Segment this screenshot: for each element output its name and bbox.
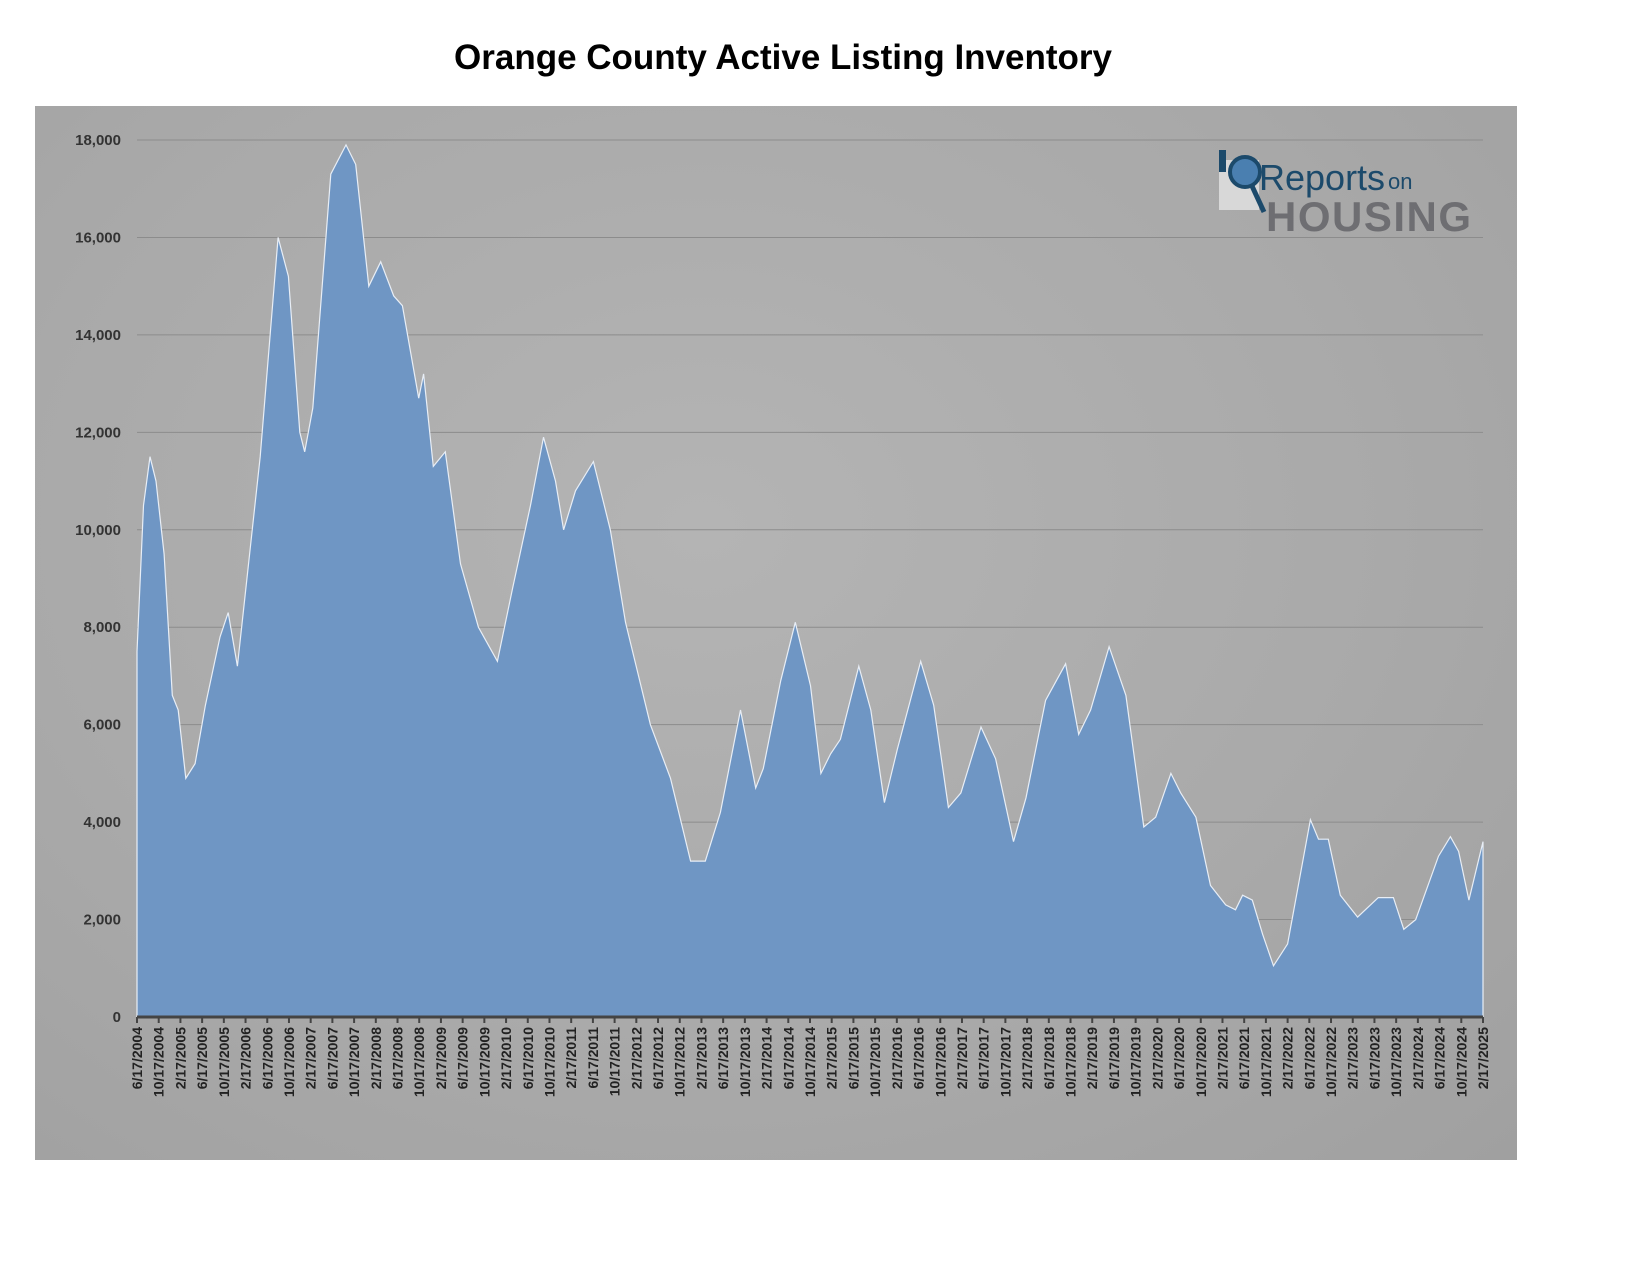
y-tick-label: 14,000 <box>75 327 121 344</box>
x-tick-label: 2/17/2018 <box>1019 1027 1035 1089</box>
x-tick-label: 10/17/2024 <box>1453 1027 1469 1097</box>
x-tick-label: 2/17/2014 <box>759 1027 775 1089</box>
x-tick-label: 10/17/2022 <box>1323 1027 1339 1097</box>
x-tick-label: 6/17/2014 <box>780 1027 796 1089</box>
x-tick-label: 2/17/2024 <box>1410 1027 1426 1089</box>
x-tick-label: 2/17/2005 <box>172 1027 188 1089</box>
x-tick-label: 6/17/2005 <box>194 1027 210 1089</box>
x-tick-label: 10/17/2016 <box>932 1027 948 1097</box>
x-tick-label: 10/17/2023 <box>1388 1027 1404 1097</box>
x-tick-label: 10/17/2009 <box>476 1027 492 1097</box>
x-tick-label: 10/17/2014 <box>802 1027 818 1097</box>
y-tick-label: 10,000 <box>75 522 121 539</box>
x-tick-label: 2/17/2009 <box>433 1027 449 1089</box>
x-tick-label: 6/17/2009 <box>455 1027 471 1089</box>
x-tick-label: 10/17/2007 <box>346 1027 362 1097</box>
x-tick-label: 10/17/2010 <box>541 1027 557 1097</box>
x-tick-label: 10/17/2017 <box>997 1027 1013 1097</box>
x-tick-label: 2/17/2006 <box>238 1027 254 1089</box>
x-tick-label: 10/17/2013 <box>737 1027 753 1097</box>
y-tick-label: 12,000 <box>75 424 121 441</box>
x-axis: 6/17/2004 10/17/2004 2/17/2005 6/17/2005 10/… <box>129 1015 1491 1097</box>
x-tick-label: 10/17/2006 <box>281 1027 297 1097</box>
x-tick-label: 2/17/2021 <box>1214 1027 1230 1089</box>
x-tick-label: 2/17/2022 <box>1280 1027 1296 1089</box>
x-tick-label: 6/17/2007 <box>324 1027 340 1089</box>
x-tick-label: 2/17/2023 <box>1345 1027 1361 1089</box>
logo-bar-icon <box>1219 150 1226 172</box>
x-tick-label: 2/17/2013 <box>693 1027 709 1089</box>
y-tick-label: 16,000 <box>75 229 121 246</box>
x-tick-label: 10/17/2005 <box>216 1027 232 1097</box>
x-tick-label: 6/17/2008 <box>390 1027 406 1089</box>
x-tick-label: 2/17/2008 <box>368 1027 384 1089</box>
logo-word-housing: HOUSING <box>1266 193 1471 240</box>
x-tick-label: 6/17/2024 <box>1432 1027 1448 1089</box>
logo-magnifier-icon <box>1228 155 1262 189</box>
logo-word-on: on <box>1388 169 1412 194</box>
logo-word-reports: Reports <box>1259 157 1385 198</box>
x-tick-label: 10/17/2004 <box>151 1027 167 1097</box>
x-tick-label: 2/17/2010 <box>498 1027 514 1089</box>
chart-title: Orange County Active Listing Inventory <box>454 38 1112 77</box>
x-tick-label: 6/17/2019 <box>1106 1027 1122 1089</box>
x-tick-label: 6/17/2015 <box>845 1027 861 1089</box>
x-tick-label: 6/17/2023 <box>1366 1027 1382 1089</box>
x-tick-label: 10/17/2019 <box>1128 1027 1144 1097</box>
x-tick-label: 6/17/2012 <box>650 1027 666 1089</box>
x-tick-label: 2/17/2019 <box>1084 1027 1100 1089</box>
x-tick-label: 6/17/2017 <box>976 1027 992 1089</box>
x-tick-label: 6/17/2018 <box>1041 1027 1057 1089</box>
x-tick-label: 6/17/2004 <box>129 1027 145 1089</box>
x-tick-label: 2/17/2007 <box>303 1027 319 1089</box>
x-tick-label: 2/17/2012 <box>628 1027 644 1089</box>
area-series <box>136 143 1484 1018</box>
x-tick-label: 10/17/2011 <box>607 1027 623 1097</box>
x-tick-label: 2/17/2025 <box>1475 1027 1491 1089</box>
x-tick-label: 2/17/2011 <box>563 1027 579 1089</box>
x-tick-label: 10/17/2015 <box>867 1027 883 1097</box>
x-tick-label: 6/17/2021 <box>1236 1027 1252 1089</box>
y-tick-label: 4,000 <box>83 814 121 831</box>
x-tick-label: 6/17/2020 <box>1171 1027 1187 1089</box>
x-tick-label: 2/17/2017 <box>954 1027 970 1089</box>
y-tick-label: 2,000 <box>83 912 121 929</box>
series-area-active-listings <box>136 143 1484 1018</box>
x-tick-label: 6/17/2011 <box>585 1027 601 1089</box>
x-tick-label: 6/17/2016 <box>911 1027 927 1089</box>
x-tick-label: 10/17/2018 <box>1063 1027 1079 1097</box>
x-tick-label: 10/17/2008 <box>411 1027 427 1097</box>
x-tick-label: 6/17/2010 <box>520 1027 536 1089</box>
x-tick-label: 6/17/2022 <box>1301 1027 1317 1089</box>
y-tick-label: 0 <box>113 1009 121 1026</box>
x-tick-label: 10/17/2020 <box>1193 1027 1209 1097</box>
x-tick-label: 2/17/2015 <box>824 1027 840 1089</box>
y-axis: 0 2,000 4,000 6,000 8,000 10,000 12,000 14,000 1… <box>75 132 121 1026</box>
x-tick-label: 10/17/2021 <box>1258 1027 1274 1097</box>
logo-magnifier-handle <box>1249 184 1267 214</box>
y-tick-label: 8,000 <box>83 619 121 636</box>
x-tick-label: 6/17/2006 <box>259 1027 275 1089</box>
reports-on-housing-logo: Reports on HOUSING <box>1219 150 1471 240</box>
x-tick-label: 6/17/2013 <box>715 1027 731 1089</box>
x-tick-label: 2/17/2020 <box>1149 1027 1165 1089</box>
y-tick-label: 6,000 <box>83 717 121 734</box>
x-tick-label: 10/17/2012 <box>672 1027 688 1097</box>
x-tick-label: 2/17/2016 <box>889 1027 905 1089</box>
y-tick-label: 18,000 <box>75 132 121 149</box>
